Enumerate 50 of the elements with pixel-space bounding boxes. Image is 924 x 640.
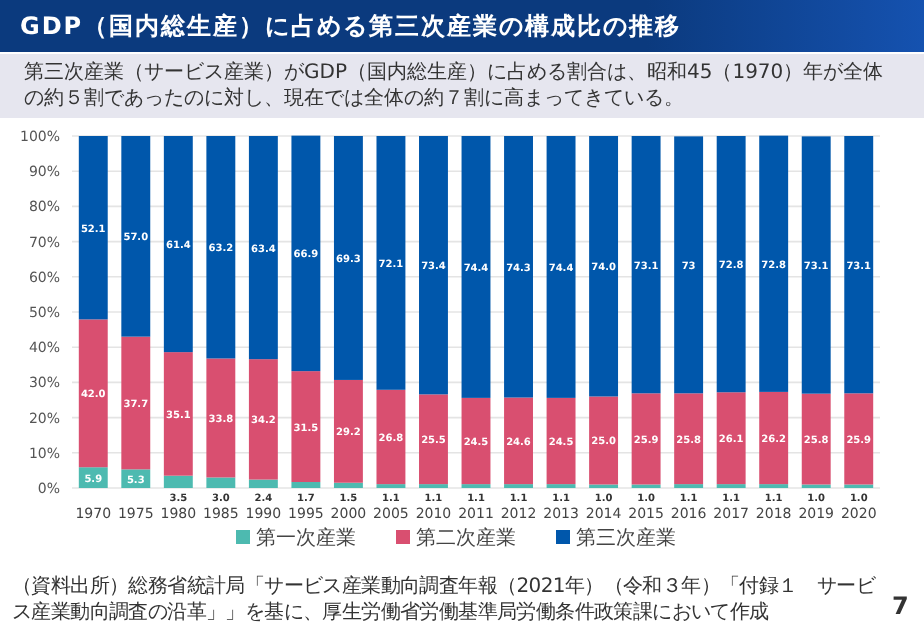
bar [546, 397, 576, 485]
bar [461, 397, 491, 485]
bar [163, 352, 193, 476]
bar [376, 136, 406, 390]
bar [291, 371, 321, 483]
bar [716, 392, 746, 485]
bar [163, 136, 193, 353]
bar [291, 482, 321, 488]
legend-label: 第三次産業 [576, 526, 676, 550]
bar [504, 136, 533, 398]
bar [121, 136, 151, 337]
bar [163, 475, 193, 488]
bar [333, 482, 363, 488]
bar [631, 393, 661, 485]
bar [589, 396, 619, 485]
bar [589, 136, 619, 397]
bar [206, 477, 236, 488]
bar [121, 336, 151, 470]
bar [716, 136, 746, 393]
legend-label: 第一次産業 [256, 526, 356, 550]
text: （資料出所）総務省統計局「サービス産業動向調査年報（2021年）（令和３年）「付録１ サービス産業動向調査の沿革」」を基に、厚生労働省労働基準局労働条件政策課において作成 [12, 574, 876, 626]
bar [546, 136, 576, 398]
text: 7 [892, 592, 909, 620]
chart-subtitle: 第三次産業（サービス産業）がGDP（国内総生産）に占める割合は、昭和45（1970）年が全体の約５割であったのに対し、現在では全体の約７割に高まってきている。 [0, 54, 924, 118]
bar [376, 389, 406, 485]
chart-title: GDP（国内総生産）に占める第三次産業の構成比の推移 [0, 0, 924, 52]
bar [759, 391, 789, 485]
bar [206, 136, 236, 359]
bar [674, 393, 704, 485]
bar [844, 136, 874, 394]
bar [674, 136, 704, 394]
bar [419, 394, 448, 485]
bar [333, 136, 363, 380]
bar [419, 136, 448, 395]
bar [248, 136, 278, 360]
bar [631, 136, 661, 394]
bar [461, 136, 491, 398]
bar [759, 135, 789, 392]
bar [333, 379, 363, 483]
bar [801, 393, 831, 485]
bar [844, 393, 874, 485]
legend-label: 第二次産業 [416, 526, 516, 550]
bar [248, 479, 278, 488]
bar [504, 397, 533, 485]
bar [801, 136, 831, 394]
bar [291, 135, 321, 372]
bar [206, 358, 236, 478]
bar [248, 359, 278, 480]
bar [78, 319, 108, 468]
bar [78, 136, 108, 320]
